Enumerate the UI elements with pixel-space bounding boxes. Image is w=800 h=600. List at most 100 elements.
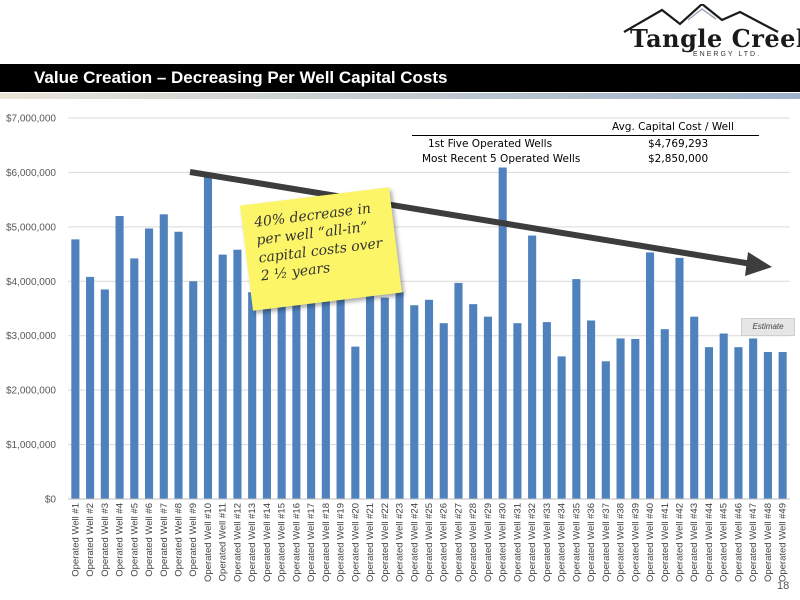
bar xyxy=(719,333,728,499)
bar xyxy=(469,304,478,499)
bar xyxy=(307,292,316,499)
bar xyxy=(778,352,787,499)
x-tick-label: Operated Well #5 xyxy=(129,503,140,577)
bar xyxy=(277,297,286,499)
bar xyxy=(631,338,640,499)
logo-name: Tangle Creek xyxy=(630,24,800,53)
x-tick-label: Operated Well #40 xyxy=(645,503,656,582)
bar xyxy=(734,347,743,499)
bar xyxy=(262,292,271,499)
x-tick-label: Operated Well #28 xyxy=(468,503,479,582)
bar xyxy=(189,281,198,499)
x-tick-label: Operated Well #12 xyxy=(232,503,243,582)
accent-line xyxy=(0,93,800,99)
x-tick-label: Operated Well #7 xyxy=(159,503,170,577)
x-tick-label: Operated Well #26 xyxy=(439,503,450,582)
bar xyxy=(645,252,655,499)
title-bar xyxy=(0,64,800,92)
x-tick-label: Operated Well #31 xyxy=(512,503,523,582)
x-tick-label: Operated Well #27 xyxy=(453,503,464,582)
x-tick-label: Operated Well #16 xyxy=(291,503,302,582)
x-tick-label: Operated Well #13 xyxy=(247,503,258,582)
bar xyxy=(690,316,699,499)
x-tick-label: Operated Well #23 xyxy=(395,503,406,582)
trend-arrow-head xyxy=(745,252,772,276)
x-tick-label: Operated Well #37 xyxy=(601,503,612,582)
x-tick-label: Operated Well #38 xyxy=(616,503,627,582)
x-tick-label: Operated Well #6 xyxy=(144,503,155,577)
cost-table-header: Avg. Capital Cost / Well xyxy=(612,121,734,133)
y-tick-label: $7,000,000 xyxy=(6,114,56,125)
bar xyxy=(454,282,463,499)
bar xyxy=(424,299,434,499)
bar xyxy=(174,231,183,499)
x-tick-label: Operated Well #43 xyxy=(689,503,700,582)
bar xyxy=(528,235,537,499)
y-tick-label: $1,000,000 xyxy=(6,440,56,451)
bar xyxy=(321,292,330,499)
x-tick-label: Operated Well #4 xyxy=(115,503,126,577)
x-tick-label: Operated Well #22 xyxy=(380,503,391,582)
bar xyxy=(336,292,345,499)
y-axis: $0 $1,000,000 $2,000,000 $3,000,000 $4,000,0… xyxy=(6,114,56,506)
estimate-label: Estimate xyxy=(741,318,795,336)
bar xyxy=(366,292,375,499)
x-tick-label: Operated Well #15 xyxy=(277,503,288,582)
x-tick-label: Operated Well #39 xyxy=(630,503,641,582)
x-tick-label: Operated Well #2 xyxy=(85,503,96,577)
x-tick-label: Operated Well #10 xyxy=(203,503,214,582)
bar xyxy=(675,257,684,499)
bar xyxy=(660,329,669,499)
x-tick-label: Operated Well #19 xyxy=(336,503,347,582)
x-tick-label: Operated Well #47 xyxy=(748,503,759,582)
x-axis: Operated Well #1 Operated Well #2 Operated… xyxy=(68,498,790,582)
bar xyxy=(542,322,551,499)
x-tick-label: Operated Well #29 xyxy=(483,503,494,582)
cost-row-value: $4,769,293 xyxy=(648,138,709,150)
bar xyxy=(763,352,772,499)
cost-row-label: 1st Five Operated Wells xyxy=(428,138,553,150)
x-tick-label: Operated Well #8 xyxy=(174,503,185,577)
y-tick-label: $6,000,000 xyxy=(6,168,56,179)
bar xyxy=(572,279,581,499)
bar xyxy=(483,316,492,499)
cost-table-divider xyxy=(412,135,759,136)
y-tick-label: $2,000,000 xyxy=(6,386,56,397)
x-tick-label: Operated Well #11 xyxy=(218,503,229,581)
trend-arrow xyxy=(189,169,772,276)
bar xyxy=(292,297,301,499)
x-tick-label: Operated Well #34 xyxy=(557,503,568,582)
x-tick-label: Operated Well #49 xyxy=(778,503,789,582)
company-logo xyxy=(618,2,786,62)
x-tick-label: Operated Well #3 xyxy=(100,503,111,577)
x-tick-label: Operated Well #41 xyxy=(660,503,671,582)
bar xyxy=(218,254,227,499)
y-tick-label: $0 xyxy=(45,495,57,506)
x-tick-label: Operated Well #42 xyxy=(674,503,685,582)
bar xyxy=(616,338,625,499)
bar xyxy=(513,323,522,499)
x-tick-label: Operated Well #32 xyxy=(527,503,538,582)
cost-row-label: Most Recent 5 Operated Wells xyxy=(422,153,581,165)
x-tick-label: Operated Well #1 xyxy=(70,503,81,577)
x-tick-label: Operated Well #21 xyxy=(365,503,376,582)
bar-chart: $0 $1,000,000 $2,000,000 $3,000,000 $4,000,0… xyxy=(6,114,790,582)
bar xyxy=(410,305,419,499)
logo-subtitle: ENERGY LTD. xyxy=(693,51,762,58)
bar xyxy=(557,356,566,499)
bar xyxy=(439,323,448,499)
x-tick-label: Operated Well #17 xyxy=(306,503,317,582)
bar xyxy=(395,292,404,499)
x-tick-label: Operated Well #18 xyxy=(321,503,332,582)
bar xyxy=(380,297,389,499)
y-tick-label: $3,000,000 xyxy=(6,331,56,342)
bar xyxy=(704,347,714,499)
x-tick-label: Operated Well #44 xyxy=(704,503,715,582)
bar xyxy=(601,361,610,499)
bar xyxy=(115,215,124,499)
x-tick-label: Operated Well #9 xyxy=(188,503,199,577)
callout-note: 40% decrease in per well “all-in” capita… xyxy=(240,187,402,311)
x-tick-label: Operated Well #30 xyxy=(498,503,509,582)
callout-text: 40% decrease in per well “all-in” capita… xyxy=(253,200,384,285)
x-tick-label: Operated Well #46 xyxy=(733,503,744,582)
